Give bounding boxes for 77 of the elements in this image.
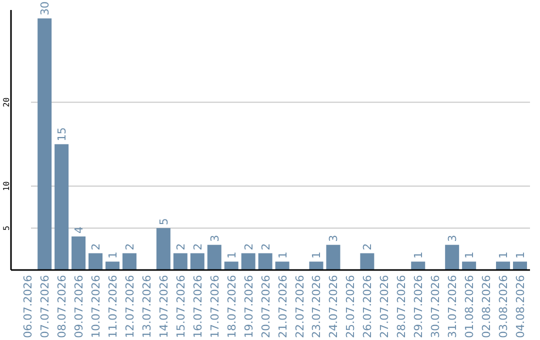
bar (156, 228, 170, 270)
data-label: 5 (157, 218, 170, 226)
x-tick-label: 23.07.2026 (310, 275, 324, 338)
x-tick-label: 22.07.2026 (293, 275, 306, 338)
bar (411, 262, 426, 270)
data-label: 1 (463, 252, 476, 259)
x-tick-label: 18.07.2026 (225, 275, 238, 338)
data-label: 2 (191, 243, 204, 250)
x-tick-label: 16.07.2026 (191, 275, 204, 338)
data-label: 1 (276, 252, 290, 259)
x-tick-label: 10.07.2026 (90, 275, 103, 338)
x-tick-label: 30.07.2026 (429, 275, 442, 338)
x-tick-label: 20.07.2026 (259, 275, 272, 338)
data-label: 1 (106, 252, 120, 259)
bar (105, 262, 120, 270)
bar (122, 253, 136, 270)
x-tick-label: 01.08.2026 (463, 275, 476, 338)
data-label: 2 (259, 243, 272, 250)
data-label: 2 (242, 243, 256, 250)
y-tick-label: 5 (2, 225, 11, 230)
bar (496, 262, 510, 270)
bar (360, 253, 374, 270)
bar (207, 244, 222, 270)
x-tick-label: 04.08.2026 (514, 275, 527, 338)
x-tick-label: 09.07.2026 (72, 275, 86, 338)
data-label: 1 (310, 252, 324, 259)
x-tick-label: 03.08.2026 (497, 275, 510, 338)
data-label: 3 (327, 234, 340, 242)
x-tick-label: 21.07.2026 (276, 275, 290, 338)
bar (275, 262, 290, 270)
x-tick-label: 02.08.2026 (480, 275, 494, 338)
x-tick-label: 28.07.2026 (395, 275, 408, 338)
data-label: 4 (72, 226, 86, 234)
data-label: 1 (514, 252, 527, 259)
x-tick-label: 26.07.2026 (361, 275, 374, 338)
bar (258, 253, 272, 270)
x-tick-label: 24.07.2026 (327, 275, 340, 338)
x-tick-label: 13.07.2026 (140, 275, 154, 338)
x-tick-label: 06.07.2026 (22, 275, 35, 338)
bar (38, 18, 52, 270)
bar (88, 253, 103, 270)
x-tick-label: 12.07.2026 (123, 275, 136, 338)
bar (241, 253, 256, 270)
x-tick-label: 19.07.2026 (242, 275, 256, 338)
x-tick-label: 17.07.2026 (208, 275, 222, 338)
x-tick-label: 08.07.2026 (56, 275, 69, 338)
bar (190, 253, 204, 270)
x-tick-label: 07.07.2026 (38, 275, 52, 338)
data-label: 2 (123, 243, 136, 250)
bar (173, 253, 188, 270)
y-tick-label: 10 (2, 181, 11, 191)
bar (445, 244, 460, 270)
bar (54, 144, 69, 270)
data-label: 2 (361, 243, 374, 250)
bar (513, 262, 527, 270)
data-label: 2 (174, 243, 188, 250)
x-tick-label: 31.07.2026 (446, 275, 460, 338)
bar (326, 244, 340, 270)
data-label: 2 (90, 243, 103, 250)
x-tick-label: 27.07.2026 (378, 275, 392, 338)
data-label: 1 (225, 252, 238, 259)
data-label: 3 (446, 234, 460, 242)
bar (224, 262, 238, 270)
x-tick-label: 15.07.2026 (174, 275, 188, 338)
x-tick-label: 29.07.2026 (412, 275, 426, 338)
data-label: 1 (497, 252, 510, 259)
x-tick-label: 11.07.2026 (106, 275, 120, 338)
data-label: 1 (412, 252, 426, 259)
y-tick-label: 20 (2, 97, 11, 108)
x-tick-label: 14.07.2026 (157, 275, 170, 338)
data-label: 30 (38, 1, 52, 16)
bar (72, 236, 86, 270)
bar (309, 262, 324, 270)
data-label: 15 (56, 127, 69, 142)
x-tick-label: 25.07.2026 (344, 275, 358, 338)
bar (462, 262, 476, 270)
data-label: 3 (208, 234, 222, 242)
